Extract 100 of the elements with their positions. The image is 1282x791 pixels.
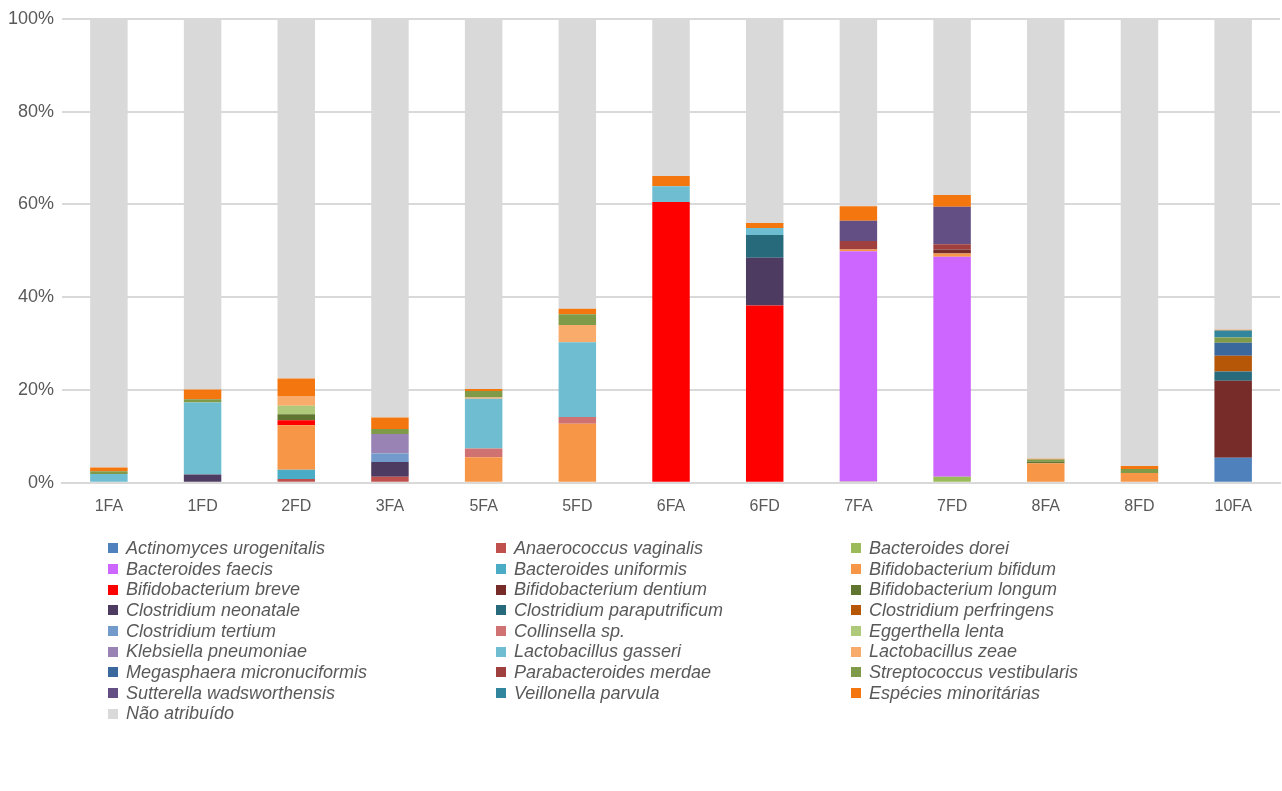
y-tick-label: 80%: [18, 100, 55, 121]
bar: [1214, 380, 1252, 458]
bar: [558, 416, 597, 424]
bar: [277, 420, 315, 426]
legend-label: Bifidobacterium bifidum: [869, 558, 1057, 580]
bar: [1214, 342, 1252, 356]
bar: [371, 434, 409, 454]
legend-label: Bacteroides uniformis: [514, 558, 688, 580]
legend-label: Lactobacillus zeae: [869, 641, 1018, 663]
legend-label: Anaerococcus vaginalis: [514, 537, 704, 559]
bar: [839, 220, 878, 242]
y-tick-label: 20%: [18, 378, 55, 399]
legend-label: Collinsella sp.: [514, 620, 626, 642]
x-tick-label: 7FA: [844, 496, 873, 514]
x-tick-label: 8FD: [1124, 496, 1155, 514]
bar: [464, 390, 503, 398]
x-tick-label: 3FA: [375, 496, 405, 514]
legend-label: Veillonella parvula: [514, 682, 660, 704]
x-tick-label: 8FA: [1031, 496, 1061, 514]
bar: [745, 228, 784, 236]
bar: [839, 241, 878, 250]
bar: [745, 257, 784, 306]
bar: [371, 428, 409, 435]
bar: [745, 222, 784, 229]
x-tick-label: 6FD: [749, 496, 780, 514]
x-tick-label: 7FD: [936, 496, 968, 514]
bar: [277, 396, 315, 406]
x-tick-label: 6FA: [656, 496, 686, 514]
bar: [1214, 355, 1252, 372]
bar: [90, 467, 128, 472]
bar: [1214, 330, 1252, 338]
bar: [90, 471, 128, 474]
bar: [652, 186, 690, 203]
legend-label: Clostridium tertium: [126, 620, 277, 642]
x-tick-label: 5FD: [562, 496, 593, 514]
bar: [277, 405, 315, 415]
legend-label: Actinomyces urogenitalis: [126, 537, 326, 559]
bar: [933, 206, 971, 245]
legend-label: Streptococcus vestibularis: [869, 661, 1079, 683]
bar: [183, 402, 222, 475]
bar: [933, 249, 971, 254]
bar: [745, 235, 784, 258]
legend-label: Clostridium neonatale: [126, 599, 301, 621]
y-tick-label: 40%: [18, 286, 55, 307]
bar: [933, 253, 971, 257]
bar: [183, 474, 222, 482]
bar: [558, 314, 597, 326]
bar: [839, 206, 878, 221]
y-tick-label: 0%: [28, 471, 55, 492]
legend-label: Espécies minoritárias: [869, 682, 1041, 704]
bar: [558, 325, 597, 343]
bar: [1214, 337, 1252, 343]
x-tick-label: 10FA: [1214, 496, 1253, 514]
bar: [277, 479, 315, 482]
bar: [745, 305, 784, 482]
bar: [464, 448, 503, 458]
legend-label: Bacteroides dorei: [869, 537, 1010, 559]
legend-label: Eggerthella lenta: [869, 620, 1005, 642]
bar: [277, 469, 315, 480]
bar: [1027, 463, 1065, 482]
x-tick-label: 5FA: [469, 496, 499, 514]
bar: [558, 342, 597, 417]
bar: [1120, 468, 1159, 474]
bar: [277, 378, 315, 397]
x-tick-label: 1FD: [187, 496, 218, 514]
x-tick-label: 2FD: [281, 496, 312, 514]
bar: [464, 457, 503, 482]
legend-label: Não atribuído: [126, 703, 235, 725]
legend-label: Bacteroides faecis: [126, 558, 274, 580]
bar: [933, 476, 971, 482]
bar: [652, 176, 690, 187]
bar: [933, 256, 971, 477]
bar: [371, 417, 409, 429]
bar: [90, 473, 128, 482]
bar: [933, 195, 971, 207]
bar: [371, 453, 409, 462]
bar: [371, 461, 409, 477]
bar: [277, 414, 315, 421]
bar: [183, 399, 222, 403]
legend-label: Parabacteroides merdae: [514, 661, 712, 683]
bar: [371, 476, 409, 482]
legend-label: Bifidobacterium dentium: [514, 579, 708, 601]
y-tick-label: 60%: [18, 193, 55, 214]
x-tick-label: 1FA: [94, 496, 124, 514]
legend-label: Bifidobacterium breve: [126, 579, 301, 601]
bar: [839, 251, 878, 482]
bar: [1120, 473, 1159, 482]
bar: [464, 398, 503, 449]
legend-label: Megasphaera micronuciformis: [126, 661, 368, 683]
bar: [652, 202, 690, 482]
legend-label: Bifidobacterium longum: [869, 579, 1058, 601]
bar: [277, 425, 315, 470]
bar: [558, 423, 597, 482]
legend-label: Sutterella wadsworthensis: [126, 682, 336, 704]
bar: [1120, 466, 1159, 469]
legend-label: Klebsiella pneumoniae: [126, 641, 308, 663]
legend-label: Clostridium paraputrificum: [514, 599, 724, 621]
bar: [183, 389, 222, 400]
legend-label: Lactobacillus gasseri: [514, 641, 682, 663]
bar: [1214, 457, 1252, 482]
